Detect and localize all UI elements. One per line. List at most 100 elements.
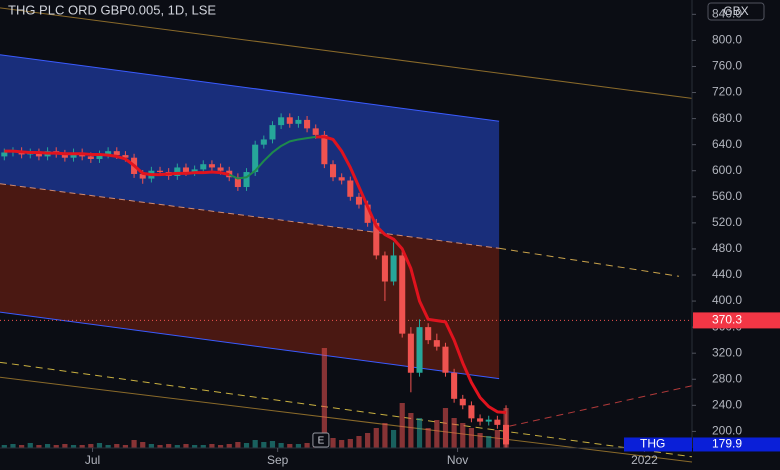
chart-title: THG PLC ORD GBP0.005, 1D, LSE [8,2,216,17]
volume-bar [287,444,293,448]
volume-bar [70,445,77,448]
candle-body [260,139,267,145]
candle-body [304,119,311,129]
candle-body [252,144,259,173]
y-tick-label: 240.0 [712,397,742,411]
candle-body [433,340,440,347]
y-tick-label: 720.0 [712,85,742,99]
y-tick-label: 520.0 [712,215,742,229]
x-tick-label: 2022 [631,453,658,467]
volume-bar [477,433,483,448]
candle-body [96,154,103,159]
candle-body [338,177,345,181]
volume-bar [44,444,51,448]
candle-body [113,151,120,156]
volume-bar [321,348,327,448]
last-price-tag [693,437,780,452]
volume-bar [105,445,111,448]
trend-drawing [0,361,693,458]
y-tick-label: 640.0 [712,137,742,151]
volume-bar [174,445,180,448]
volume-bar [460,423,466,448]
y-tick-label: 560.0 [712,189,742,203]
channel-edge [0,311,500,380]
volume-bar [243,443,250,448]
volume-bar [36,445,42,448]
candle-body [156,170,164,173]
channel-middle [0,183,500,249]
candle-body [295,119,302,124]
volume-bar [140,442,146,448]
volume-bar [408,413,414,448]
candle-body [208,164,215,168]
volume-bar [278,443,284,448]
moving-line [228,135,316,180]
volume-bar [217,445,224,448]
currency-button[interactable] [707,2,765,21]
candle-body [191,169,198,173]
event-label: E [318,436,325,447]
volume-bar [330,438,336,448]
candle-body [61,153,68,158]
volume-bar [10,444,16,448]
volume-bar [339,440,345,448]
candle-body [87,156,94,159]
y-tick-label: 760.0 [712,59,742,73]
y-tick-label: 440.0 [712,267,742,281]
volume-bar [79,445,85,448]
candle-body [217,167,224,171]
volume-bar [235,442,241,448]
y-tick-label: 480.0 [712,241,742,255]
y-tick-label: 680.0 [712,111,742,125]
volume-bar [365,433,371,448]
candle-body [243,172,250,188]
currency-label[interactable]: GBX [723,4,748,18]
volume-bar [347,439,353,448]
volume-bar [269,441,276,448]
volume-bar [425,428,431,448]
candle-body [442,346,449,373]
volume-bar [494,430,500,448]
volume-bar [157,445,163,448]
volume-bar [451,418,457,448]
candle-body [390,255,397,282]
symbol-tag [624,437,692,452]
volume-bar [62,444,68,448]
candle-body [329,164,337,178]
y-tick-label: 840.0 [712,7,742,21]
volume-bar [442,408,449,448]
last-price-label: 179.9 [712,437,742,451]
volume-bar [148,444,154,448]
volume-bar [209,444,215,448]
volume-bar [183,444,189,448]
volume-bar [88,444,94,448]
candle-body [105,151,112,155]
y-tick-label: 400.0 [712,293,742,307]
candle-body [269,125,276,140]
volume-bar [192,445,198,448]
volume-bar [356,436,362,448]
volume-bar [382,423,388,448]
candle-body [355,196,363,205]
volume-bar [468,428,475,448]
volume-bar [122,445,129,448]
candle-body [416,327,423,373]
volume-bar [166,444,172,448]
plot-area: E [0,7,693,463]
volume-bar [96,443,103,448]
channel-edge [0,54,500,122]
candle-body [286,117,293,124]
volume-bar [200,445,206,448]
volume-bar [304,443,310,448]
trend-drawing [0,7,693,99]
y-tick-label: 600.0 [712,163,742,177]
trend-drawing [499,247,680,277]
price-tag [693,312,780,329]
candle-body [364,204,371,223]
candle-body [234,177,241,188]
candle-body [468,405,475,419]
volume-bar [261,442,267,448]
candle-body [182,167,190,173]
volume-bar [1,445,7,448]
candle-body [451,372,458,399]
